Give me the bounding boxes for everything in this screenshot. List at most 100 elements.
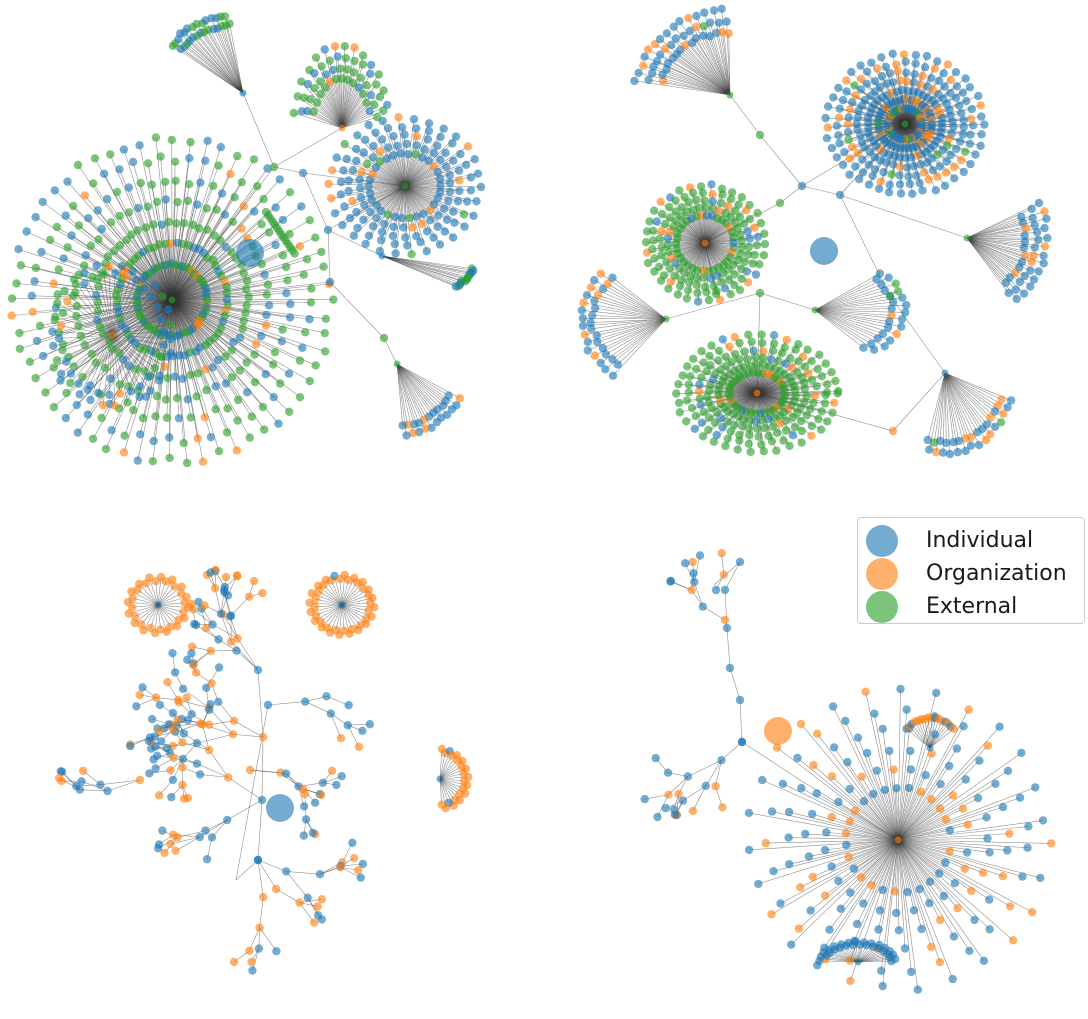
external-node [363,159,372,169]
organization-node [834,113,844,122]
individual-node [952,144,961,154]
external-node [278,325,287,334]
edge [813,764,899,841]
edge [897,839,906,949]
individual-node [1036,873,1045,883]
edge [171,299,265,430]
edge [928,717,931,749]
edge [301,81,343,129]
edge [749,839,899,851]
individual-node [154,376,164,385]
individual-node [1029,275,1039,284]
edge [315,604,343,616]
legend-label-organization: Organization [926,561,1067,586]
external-node [709,437,719,446]
edge [897,716,935,841]
edge [944,372,972,446]
external-node [743,250,753,259]
edge [302,172,406,187]
external-node [31,373,40,383]
individual-node [859,899,868,908]
edge [800,723,899,841]
external-node [807,421,817,431]
external-node [700,196,710,206]
edge [582,318,667,320]
external-node [238,324,247,333]
edge [966,237,1025,294]
edge [944,372,966,439]
individual-node [412,141,421,150]
individual-node [203,136,212,145]
individual-node [958,88,968,97]
individual-node [192,739,202,748]
organization-node [936,915,945,925]
edge [897,839,965,870]
individual-node [952,744,962,753]
external-node [760,239,770,249]
external-node [120,431,129,440]
individual-node [426,216,435,225]
external-node [25,357,35,366]
edge [889,750,899,841]
external-node [247,412,256,421]
edge [119,299,173,385]
edge [214,588,222,614]
individual-node [965,946,974,955]
edge [897,783,941,841]
organization-node [127,587,136,596]
organization-node [237,224,246,233]
edge [177,699,209,709]
individual-node [193,200,202,209]
edge [134,604,159,624]
external-node [781,426,791,435]
edge [157,577,162,606]
individual-node [401,233,410,242]
organization-node [178,780,187,790]
organization-node [861,687,870,696]
organization-node [135,690,144,700]
edge [259,927,277,952]
external-node [752,241,762,250]
external-node [800,362,810,371]
individual-node [862,748,872,758]
edges-bottom-left [59,570,469,971]
external-node [225,19,234,28]
external-node [278,251,288,260]
edge [643,65,731,96]
edge [341,604,361,626]
edge [171,245,301,301]
external-node [147,180,156,189]
external-node [769,346,778,355]
individual-node [365,107,374,116]
external-node [743,355,752,364]
external-node [751,352,761,362]
individual-node [211,382,220,391]
individual-node [418,153,427,162]
external-node [245,433,254,442]
external-node [45,235,55,245]
individual-node [144,372,153,382]
individual-node [743,227,752,236]
individual-node [769,331,779,340]
external-node [214,161,223,170]
individual-node [266,794,294,822]
individual-node [698,602,707,611]
individual-node [113,303,122,312]
organization-node [116,389,125,398]
individual-node [402,431,411,440]
edge [396,363,444,406]
organization-node [348,196,357,206]
individual-node [168,775,178,785]
individual-node [436,187,445,197]
individual-node [372,213,381,223]
edge [814,309,872,345]
individual-node [903,888,912,897]
individual-node [427,423,436,432]
individual-node [222,295,232,304]
edge [596,318,667,336]
organization-node [233,634,242,643]
external-node [87,349,96,358]
external-node [692,280,701,289]
edge [149,577,159,606]
